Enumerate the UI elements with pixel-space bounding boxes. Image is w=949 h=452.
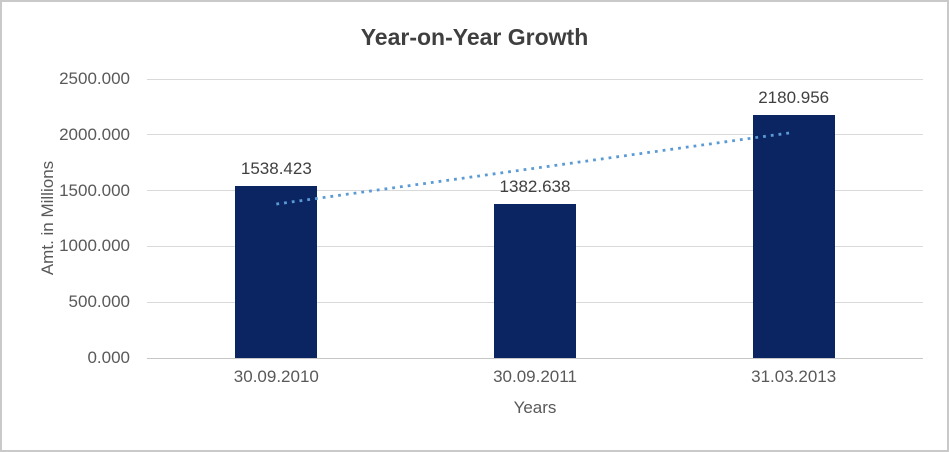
- y-axis-tick-label: 2000.000: [59, 124, 130, 144]
- x-axis-category-label: 30.09.2011: [493, 367, 577, 386]
- y-axis-tick-label: 500.000: [68, 292, 130, 312]
- x-axis-category-label: 31.03.2013: [751, 367, 837, 386]
- y-axis-tick-label: 1000.000: [59, 236, 130, 256]
- chart-title: Year-on-Year Growth: [360, 24, 589, 50]
- bar: [494, 203, 576, 358]
- bar: [235, 186, 318, 358]
- bar: [752, 114, 835, 358]
- y-axis-title: Amt. in Millions: [38, 160, 57, 276]
- y-axis-tick-label: 2500.000: [59, 69, 130, 88]
- gridline: [147, 78, 923, 80]
- y-axis-tick-label: 1500.000: [59, 180, 130, 200]
- bar-value-label: 1538.423: [240, 159, 312, 179]
- x-axis-category-label: 30.09.2010: [233, 367, 319, 386]
- y-axis-tick-label: 0.000: [87, 348, 130, 367]
- x-axis-title: Years: [513, 398, 557, 417]
- x-axis-line: [147, 357, 923, 359]
- bar-value-label: 1382.638: [499, 176, 571, 196]
- bar-value-label: 2180.956: [758, 87, 830, 107]
